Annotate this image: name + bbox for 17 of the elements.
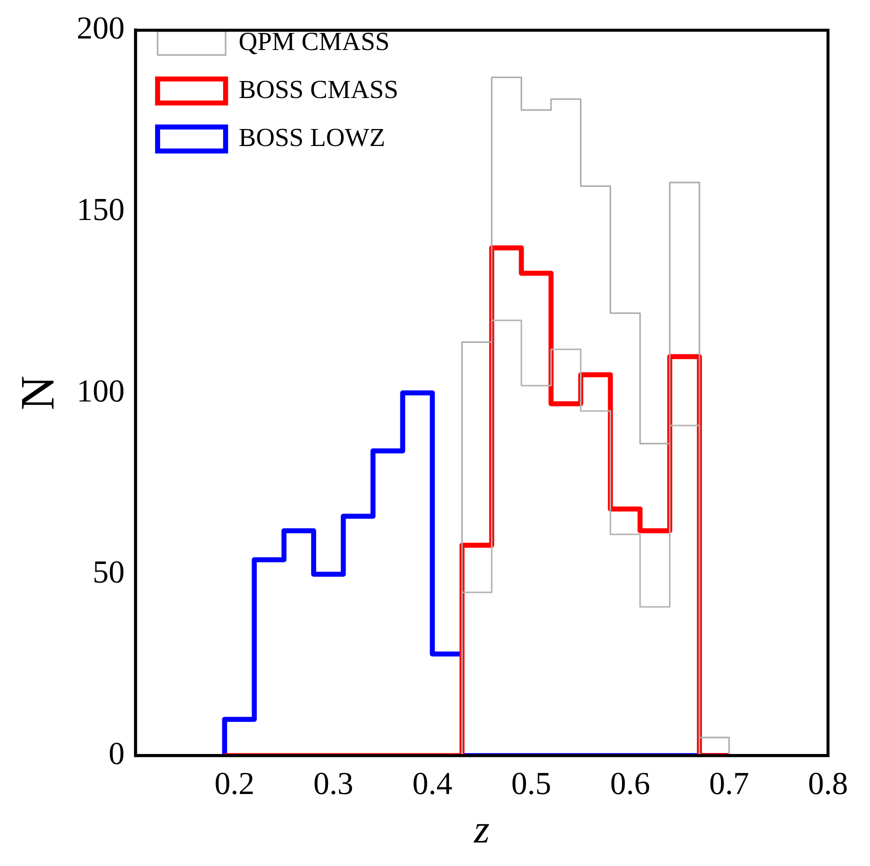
y-tick-label: 150 bbox=[76, 190, 125, 227]
y-tick-label: 200 bbox=[76, 10, 125, 46]
x-tick-label: 0.4 bbox=[412, 765, 452, 802]
x-tick-label: 0.5 bbox=[511, 765, 552, 802]
y-tick-label: 100 bbox=[76, 372, 125, 408]
x-axis-title: z bbox=[473, 806, 490, 852]
y-axis-title: N bbox=[11, 376, 64, 410]
y-tick-label: 50 bbox=[92, 554, 125, 590]
legend-label: BOSS CMASS bbox=[238, 74, 398, 104]
legend-label: QPM CMASS bbox=[238, 26, 390, 56]
x-tick-label: 0.3 bbox=[313, 765, 354, 802]
x-tick-label: 0.7 bbox=[709, 765, 750, 802]
x-tick-label: 0.6 bbox=[610, 765, 650, 802]
legend-label: BOSS LOWZ bbox=[238, 122, 386, 152]
x-tick-label: 0.8 bbox=[808, 765, 848, 802]
x-tick-label: 0.2 bbox=[214, 765, 255, 802]
y-tick-label: 0 bbox=[108, 735, 125, 772]
